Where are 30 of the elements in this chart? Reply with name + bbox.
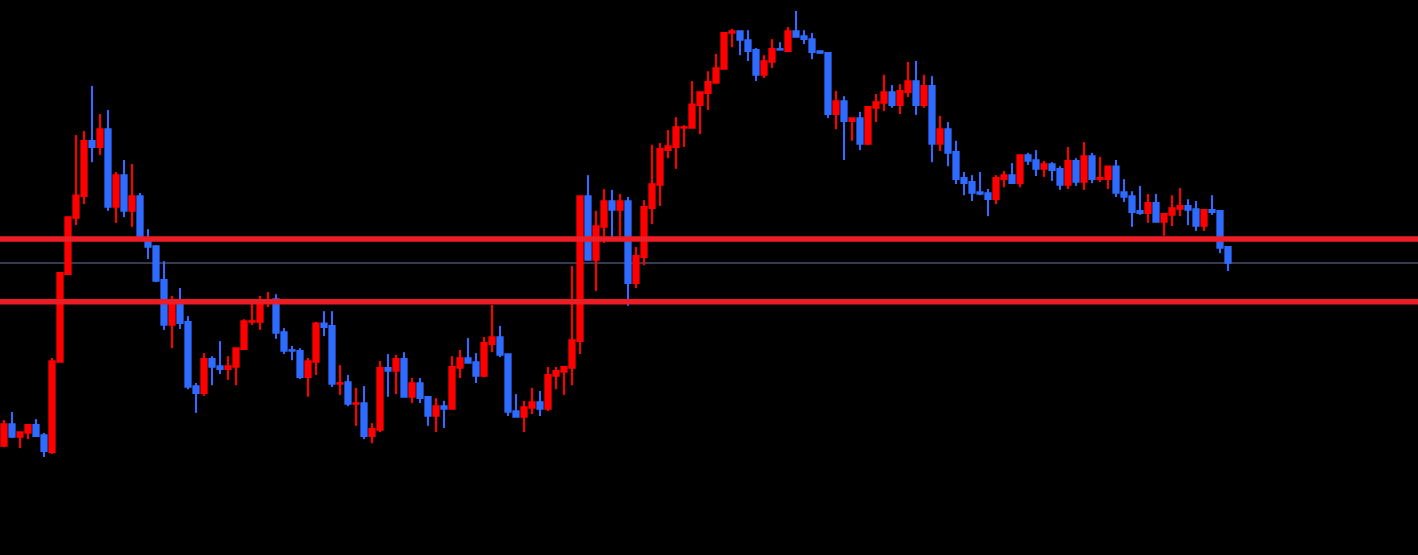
candlestick <box>1072 157 1080 187</box>
candlestick <box>1144 192 1152 224</box>
candlestick <box>616 192 624 239</box>
candlestick <box>608 188 616 239</box>
candlestick <box>888 84 896 109</box>
candlestick <box>168 294 176 350</box>
candlestick <box>384 352 392 398</box>
candlestick <box>344 373 352 408</box>
candlestick <box>336 364 344 397</box>
candlestick <box>408 377 416 405</box>
candlestick <box>1088 151 1096 185</box>
candlestick <box>352 386 360 427</box>
candlestick <box>536 389 544 418</box>
candlestick <box>848 117 856 142</box>
candlestick <box>392 353 400 396</box>
candlestick <box>440 399 448 430</box>
candlestick <box>840 95 848 162</box>
candlestick <box>1008 162 1016 185</box>
candlestick <box>1200 208 1208 232</box>
candlestick <box>832 89 840 131</box>
candlestick <box>8 410 16 439</box>
candlestick <box>920 73 928 109</box>
candlestick <box>0 418 8 449</box>
candlestick <box>432 397 440 434</box>
candlestick <box>96 113 104 157</box>
candlestick <box>128 162 136 228</box>
candlestick <box>88 84 96 164</box>
candlestick <box>1152 192 1160 224</box>
candlestick <box>784 26 792 53</box>
candlestick <box>936 114 944 153</box>
